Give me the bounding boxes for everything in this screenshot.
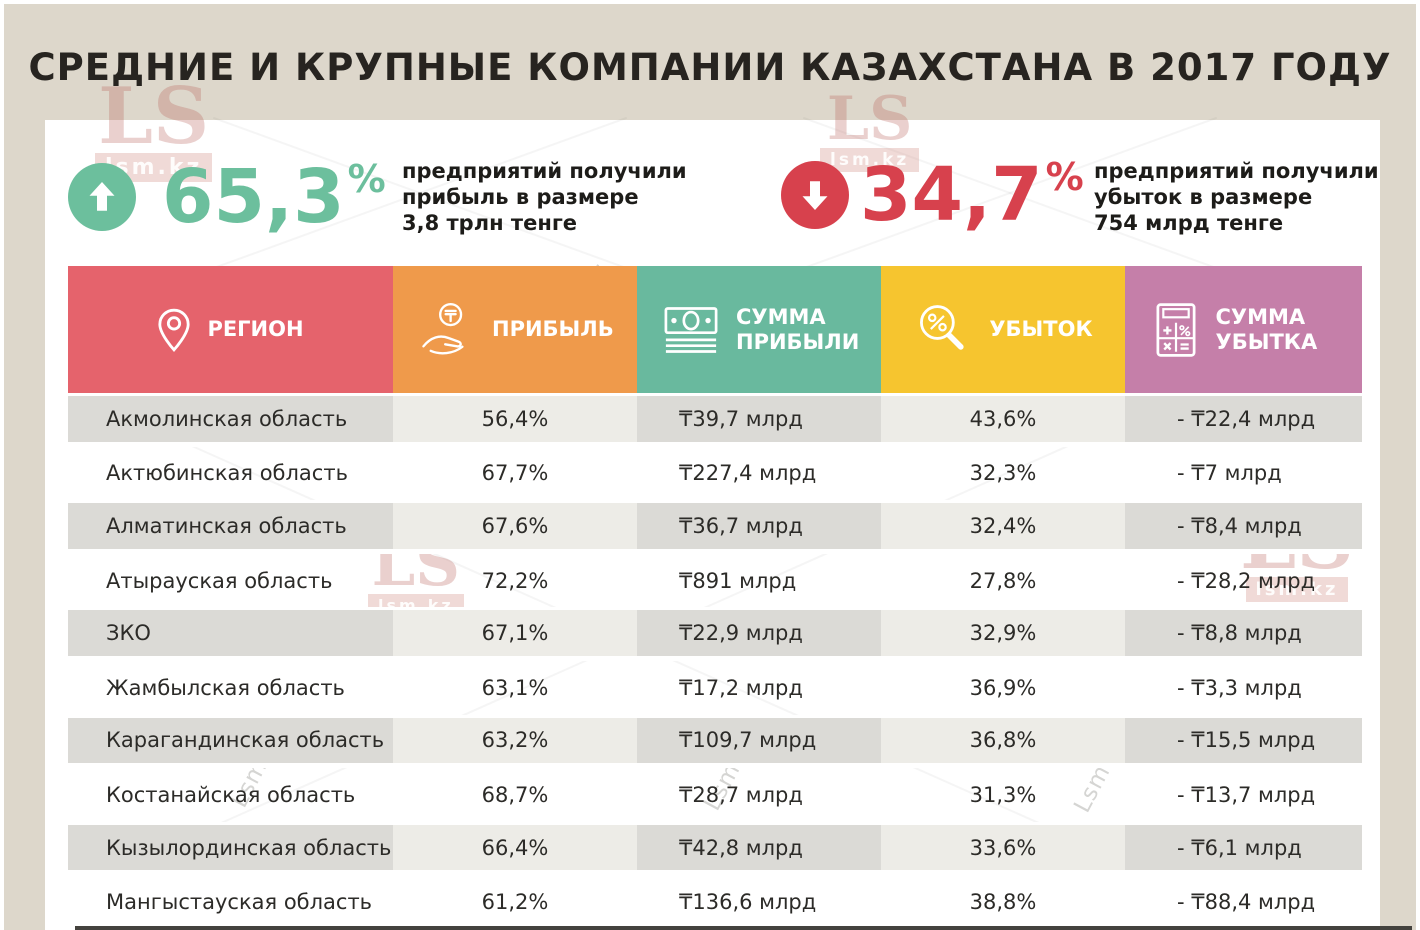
profit-sum-cell: ₸109,7 млрд [637,714,881,769]
region-cell: Карагандинская область [68,714,393,769]
profit-pct-cell: 67,7% [481,461,549,486]
column-header-loss: УБЫТОК [881,266,1125,393]
map-pin-icon [157,307,191,353]
profit-desc-line: прибыль в размере [402,185,639,209]
profit-percentage: 65,3% [162,160,386,234]
table-row: Атырауская область 72,2% ₸891 млрд 27,8%… [68,554,1362,608]
table-row: Жамбылская область 63,1% ₸17,2 млрд 36,9… [68,661,1362,715]
loss-pct-cell: 32,9% [881,607,1125,661]
arrow-up-circle-icon [68,163,136,231]
hand-coin-icon [418,301,476,359]
profit-desc-line: предприятий получили [402,159,687,183]
profit-desc-line: 3,8 трлн тенге [402,211,578,235]
column-label: СУММА УБЫТКА [1215,305,1318,354]
profit-pct-cell: 68,7% [481,782,549,807]
column-label: ПРИБЫЛЬ [492,317,614,342]
table-row: Мангыстауская область 61,2% ₸136,6 млрд … [68,875,1362,929]
profit-description: предприятий получили прибыль в размере 3… [402,158,702,236]
region-cell: Актюбинская область [106,461,348,486]
loss-sum-cell: - ₸13,7 млрд [1177,782,1316,807]
loss-desc-line: предприятий получили [1094,159,1379,183]
profit-sum-cell: ₸28,7 млрд [679,782,803,807]
profit-sum-cell: ₸22,9 млрд [637,607,881,661]
loss-pct-cell: 38,8% [969,890,1037,915]
profit-sum-cell: ₸36,7 млрд [637,500,881,554]
loss-pct-cell: 32,4% [881,500,1125,554]
loss-pct-cell: 36,8% [881,714,1125,769]
bottom-edge-bar [75,926,1412,930]
profit-pct-cell: 56,4% [393,393,637,447]
table-row: Кызылординская область 66,4% ₸42,8 млрд … [68,821,1362,876]
profit-sum-cell: ₸227,4 млрд [679,461,817,486]
calculator-icon [1152,301,1200,359]
column-label: СУММА ПРИБЫЛИ [736,305,860,354]
region-cell: Алматинская область [68,500,393,554]
loss-percentage: 34,7% [860,158,1084,232]
profit-sum-cell: ₸136,6 млрд [679,890,817,915]
profit-pct-cell: 66,4% [393,821,637,876]
table-row: ЗКО 67,1% ₸22,9 млрд 32,9% - ₸8,8 млрд [68,607,1362,661]
table-header: РЕГИОН ПРИБЫЛЬ [68,266,1362,393]
loss-pct-cell: 27,8% [969,568,1037,593]
loss-value: 34,7 [860,152,1043,238]
table-row: Карагандинская область 63,2% ₸109,7 млрд… [68,714,1362,769]
regions-table: РЕГИОН ПРИБЫЛЬ [68,266,1362,929]
banknote-icon [662,304,720,356]
loss-pct-cell: 32,3% [969,461,1037,486]
column-header-loss-sum: СУММА УБЫТКА [1125,266,1362,393]
profit-sum-cell: ₸891 млрд [679,568,797,593]
loss-desc-line: убыток в размере [1094,185,1313,209]
loss-sum-cell: - ₸88,4 млрд [1177,890,1316,915]
profit-pct-cell: 63,2% [393,714,637,769]
table-row: Алматинская область 67,6% ₸36,7 млрд 32,… [68,500,1362,554]
column-header-profit: ПРИБЫЛЬ [393,266,637,393]
loss-percent-sign: % [1045,155,1084,199]
profit-sum-cell: ₸42,8 млрд [637,821,881,876]
loss-sum-cell: - ₸15,5 млрд [1125,714,1362,769]
loss-description: предприятий получили убыток в размере 75… [1094,158,1394,236]
column-header-region: РЕГИОН [68,266,393,393]
loss-sum-cell: - ₸3,3 млрд [1177,675,1302,700]
table-row: Акмолинская область 56,4% ₸39,7 млрд 43,… [68,393,1362,447]
loss-sum-cell: - ₸6,1 млрд [1125,821,1362,876]
profit-percent-sign: % [347,157,386,201]
region-cell: Костанайская область [106,782,356,807]
profit-pct-cell: 63,1% [481,675,549,700]
profit-pct-cell: 72,2% [481,568,549,593]
region-cell: Мангыстауская область [106,890,373,915]
profit-sum-cell: ₸17,2 млрд [679,675,803,700]
loss-pct-cell: 36,9% [969,675,1037,700]
region-cell: Акмолинская область [68,393,393,447]
profit-pct-cell: 67,1% [393,607,637,661]
region-cell: ЗКО [68,607,393,661]
region-cell: Кызылординская область [68,821,393,876]
loss-sum-cell: - ₸28,2 млрд [1177,568,1316,593]
loss-sum-cell: - ₸8,4 млрд [1125,500,1362,554]
table-row: Костанайская область 68,7% ₸28,7 млрд 31… [68,768,1362,822]
loss-sum-cell: - ₸7 млрд [1177,461,1282,486]
region-cell: Атырауская область [106,568,333,593]
column-label: РЕГИОН [207,317,304,342]
profit-sum-cell: ₸39,7 млрд [637,393,881,447]
loss-pct-cell: 31,3% [969,782,1037,807]
magnifier-percent-icon [913,300,973,360]
loss-desc-line: 754 млрд тенге [1094,211,1284,235]
profit-pct-cell: 67,6% [393,500,637,554]
loss-pct-cell: 43,6% [881,393,1125,447]
loss-sum-cell: - ₸8,8 млрд [1125,607,1362,661]
table-row: Актюбинская область 67,7% ₸227,4 млрд 32… [68,447,1362,501]
arrow-down-circle-icon [781,161,849,229]
region-cell: Жамбылская область [106,675,345,700]
table-body: Акмолинская область 56,4% ₸39,7 млрд 43,… [68,393,1362,929]
page-title: СРЕДНИЕ И КРУПНЫЕ КОМПАНИИ КАЗАХСТАНА В … [28,46,1392,89]
column-header-profit-sum: СУММА ПРИБЫЛИ [637,266,881,393]
loss-sum-cell: - ₸22,4 млрд [1125,393,1362,447]
column-label: УБЫТОК [989,317,1093,342]
profit-pct-cell: 61,2% [481,890,549,915]
profit-value: 65,3 [162,154,345,240]
loss-pct-cell: 33,6% [881,821,1125,876]
